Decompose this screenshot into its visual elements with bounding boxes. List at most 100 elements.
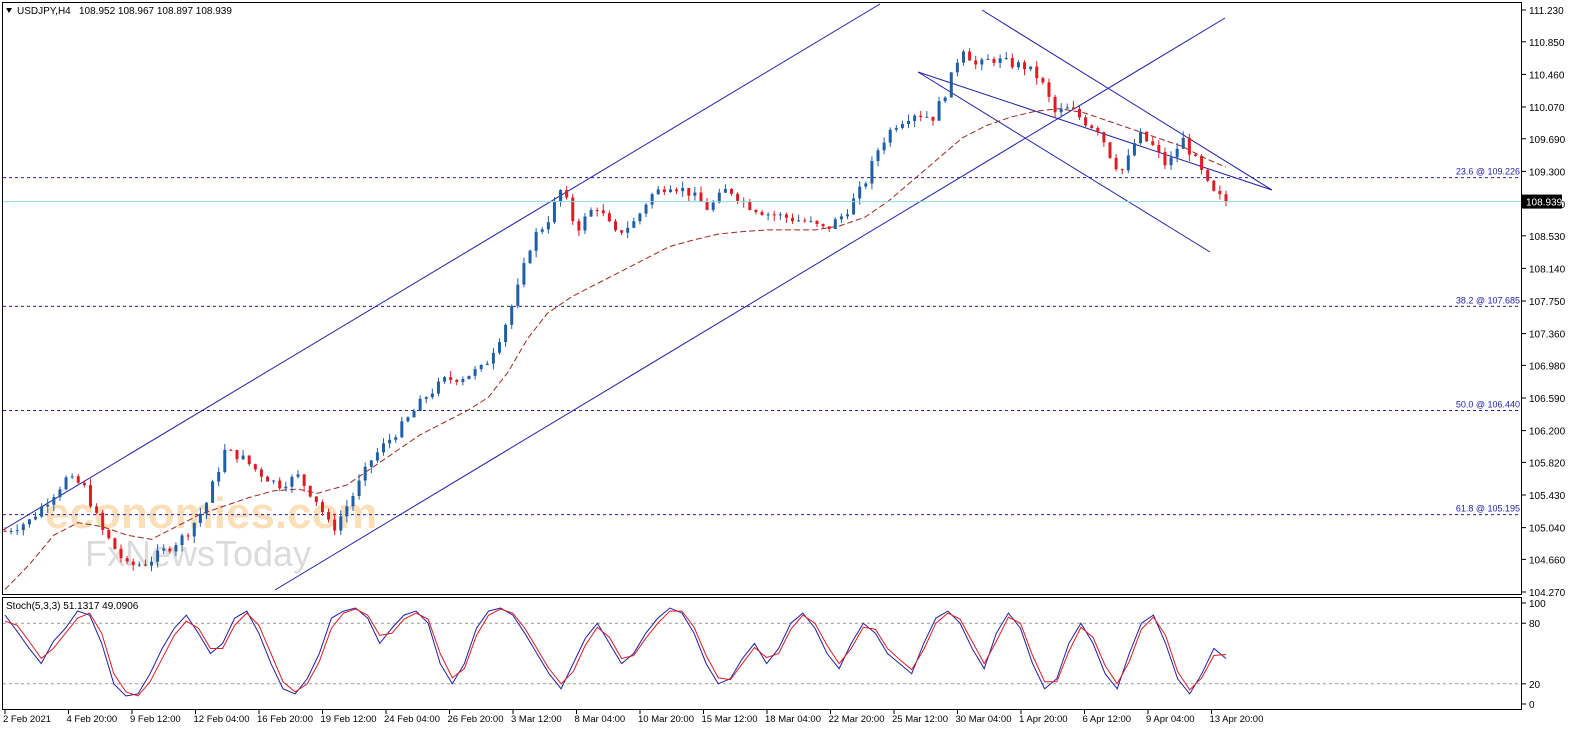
- candle-body: [125, 558, 129, 562]
- candle-body: [418, 398, 422, 411]
- candle-body: [1047, 82, 1051, 97]
- x-tick-label: 6 Apr 12:00: [1083, 714, 1132, 725]
- candle-body: [247, 455, 251, 465]
- candle-body: [339, 516, 343, 531]
- fib-label: 61.8 @ 105.195: [1456, 504, 1520, 514]
- candle-body: [809, 220, 813, 222]
- candle-body: [52, 497, 56, 505]
- candle-body: [70, 476, 74, 478]
- y-tick-label: 110.460: [1529, 70, 1565, 81]
- candle-body: [1169, 157, 1173, 166]
- candle-body: [259, 469, 263, 477]
- candle-body: [131, 561, 135, 566]
- candle-body: [913, 115, 917, 121]
- candle-body: [375, 452, 379, 461]
- candle-body: [754, 210, 758, 213]
- candle-body: [736, 193, 740, 201]
- candle-body: [1200, 156, 1204, 170]
- candle-body: [662, 189, 666, 193]
- y-tick-label: 111.230: [1529, 6, 1564, 17]
- candle-body: [113, 538, 117, 550]
- x-tick-label: 13 Apr 20:00: [1210, 714, 1264, 725]
- last-price-label: 108.939: [1526, 198, 1563, 209]
- candle-body: [406, 417, 410, 422]
- candle-body: [522, 263, 526, 285]
- candle-body: [1218, 190, 1222, 195]
- candle-body: [430, 393, 434, 398]
- y-tick-label: 107.750: [1529, 297, 1566, 308]
- fib-label: 23.6 @ 109.226: [1456, 167, 1520, 177]
- candle-body: [974, 60, 978, 65]
- stoch-line: [4, 607, 1227, 697]
- ohlc-label: 108.952 108.967 108.897 108.939: [79, 6, 232, 17]
- candle-body: [302, 474, 306, 486]
- candle-body: [815, 220, 819, 224]
- candle-body: [461, 379, 465, 382]
- candle-body: [351, 496, 355, 507]
- candle-body: [253, 464, 257, 470]
- candle-body: [699, 192, 703, 203]
- svg-text:FxNewsToday: FxNewsToday: [85, 533, 311, 574]
- channel-line: [917, 71, 1211, 253]
- candle-body: [204, 502, 208, 514]
- candle-body: [58, 489, 62, 498]
- dropdown-icon[interactable]: [6, 8, 12, 13]
- y-tick-label: 110.850: [1529, 38, 1565, 49]
- x-tick-label: 1 Apr 20:00: [1019, 714, 1068, 725]
- x-tick-label: 16 Feb 20:00: [257, 714, 313, 725]
- candle-body: [888, 129, 892, 143]
- candle-body: [766, 214, 770, 216]
- candle-body: [266, 476, 270, 482]
- candle-body: [1175, 148, 1179, 158]
- candle-body: [1053, 96, 1057, 113]
- candle-body: [82, 482, 86, 486]
- candle-body: [717, 192, 721, 203]
- candle-body: [192, 522, 196, 537]
- candle-body: [1065, 107, 1069, 109]
- candle-body: [436, 381, 440, 394]
- candle-body: [540, 229, 544, 232]
- candle-body: [314, 496, 318, 503]
- candle-body: [791, 217, 795, 222]
- candle-body: [9, 531, 13, 533]
- candle-body: [919, 115, 923, 118]
- candle-body: [443, 377, 447, 382]
- x-tick-label: 18 Mar 04:00: [765, 714, 821, 725]
- stoch-line: [4, 608, 1227, 697]
- candle-body: [1132, 143, 1136, 156]
- candle-body: [821, 223, 825, 227]
- candle-body: [552, 201, 556, 223]
- candle-body: [534, 231, 538, 251]
- candle-body: [3, 530, 7, 532]
- candle-body: [601, 210, 605, 214]
- candle-body: [772, 214, 776, 216]
- candle-body: [76, 476, 80, 483]
- candle-body: [693, 192, 697, 196]
- candle-body: [968, 51, 972, 61]
- candle-body: [1016, 62, 1020, 68]
- candle-body: [27, 519, 31, 525]
- candle-body: [394, 437, 398, 440]
- candle-body: [241, 455, 245, 460]
- x-tick-label: 12 Feb 04:00: [194, 714, 250, 725]
- candle-body: [217, 471, 221, 482]
- x-tick-label: 10 Mar 20:00: [638, 714, 694, 725]
- x-tick-label: 2 Feb 2021: [3, 714, 51, 725]
- candle-body: [180, 535, 184, 546]
- candle-body: [571, 197, 575, 222]
- candle-body: [681, 187, 685, 192]
- candle-body: [1071, 107, 1075, 109]
- candle-body: [333, 519, 337, 531]
- candle-body: [388, 439, 392, 444]
- candle-body: [382, 443, 386, 453]
- candle-body: [632, 221, 636, 228]
- y-tick-label: 110.070: [1529, 103, 1565, 114]
- channel-line: [917, 71, 1273, 191]
- candle-body: [1187, 137, 1191, 155]
- candle-body: [1114, 157, 1118, 170]
- chart-header: USDJPY,H4 108.952 108.967 108.897 108.93…: [6, 6, 232, 17]
- candle-body: [137, 564, 141, 566]
- x-tick-label: 3 Mar 12:00: [511, 714, 562, 725]
